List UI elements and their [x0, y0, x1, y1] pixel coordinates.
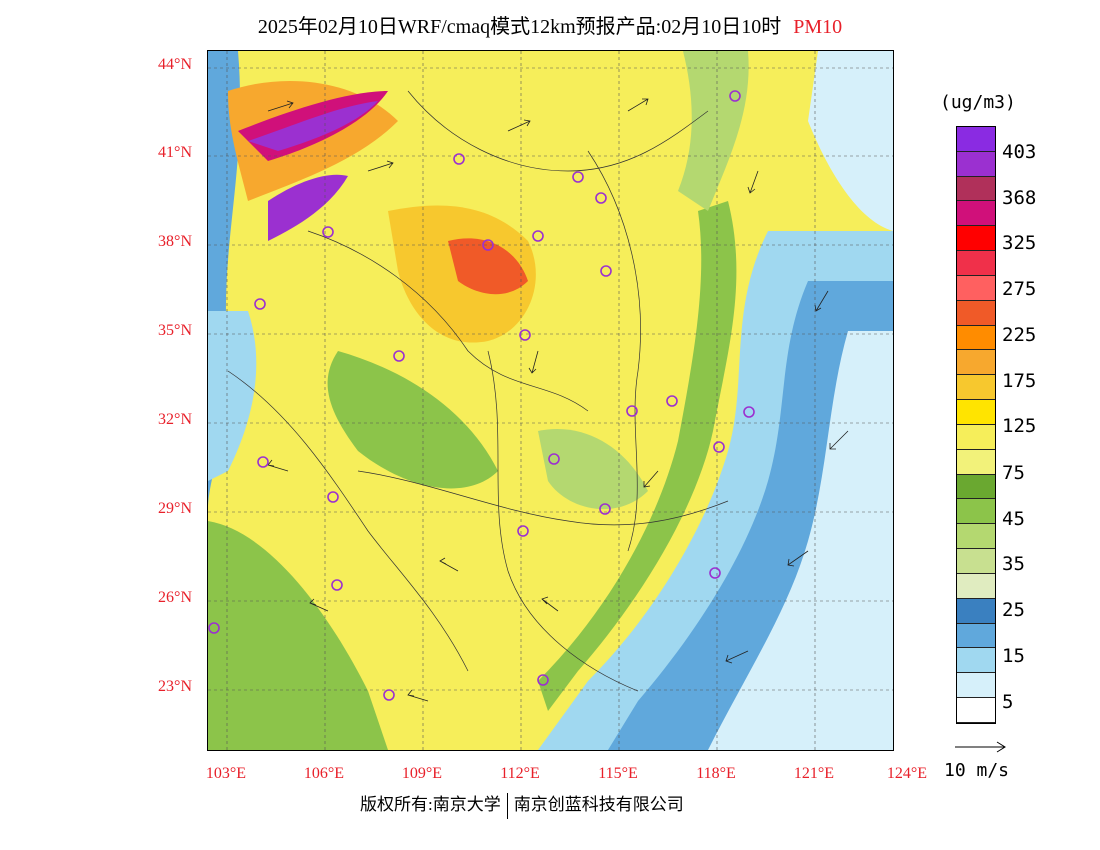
legend-tick-5: 5 [1002, 691, 1014, 713]
central-green [327, 351, 498, 489]
legend-swatch [957, 176, 995, 202]
lat-label-44: 44°N [158, 56, 192, 73]
lat-label-29: 29°N [158, 500, 192, 517]
lat-label-38: 38°N [158, 233, 192, 250]
lat-label-23: 23°N [158, 678, 192, 695]
title-variable: PM10 [793, 16, 843, 38]
legend-swatch [957, 350, 995, 376]
legend-swatch [957, 201, 995, 227]
grid-lines [208, 51, 893, 750]
wind-vectors [267, 98, 849, 702]
legend-tick-225: 225 [1002, 324, 1037, 346]
lon-label-109: 109°E [401, 765, 443, 782]
legend-tick-368: 368 [1002, 187, 1037, 209]
lon-label-124: 124°E [886, 765, 928, 782]
north-plume-core [448, 238, 528, 295]
legend-swatch [957, 598, 995, 624]
legend-swatch [957, 424, 995, 450]
legend-swatch [957, 251, 995, 276]
copyright-right: 南京创蓝科技有限公司 [513, 795, 684, 814]
map-canvas [208, 51, 893, 750]
lat-label-32: 32°N [158, 411, 192, 428]
wind-scale-label: 10 m/s [944, 760, 1010, 781]
legend-swatch [957, 226, 995, 252]
lat-label-41: 41°N [158, 144, 192, 161]
legend-tick-175: 175 [1002, 370, 1037, 392]
lat-label-35: 35°N [158, 322, 192, 339]
lon-label-112: 112°E [500, 765, 540, 782]
map-title: 2025年02月10日WRF/cmaq模式12km预报产品:02月10日10时 P… [0, 10, 1100, 39]
legend-unit: (ug/m3) [940, 92, 1016, 113]
southwest-green [208, 521, 388, 750]
lon-label-115: 115°E [598, 765, 638, 782]
footer-separator [506, 793, 508, 820]
lon-label-103: 103°E [205, 765, 247, 782]
legend-tick-35: 35 [1002, 553, 1025, 575]
pm10-map [207, 50, 894, 751]
legend-swatch [957, 648, 995, 674]
legend-tick-125: 125 [1002, 415, 1037, 437]
central-green-2 [538, 429, 648, 510]
copyright-footer: 版权所有:南京大学 南京创蓝科技有限公司 [360, 790, 684, 820]
legend-swatch [957, 698, 995, 723]
legend-swatch [957, 524, 995, 550]
lon-label-106: 106°E [303, 765, 345, 782]
boundaries [227, 90, 729, 692]
legend-swatch [957, 623, 995, 649]
legend-tick-75: 75 [1002, 462, 1025, 484]
legend-swatch [957, 151, 995, 177]
legend-swatch [957, 499, 995, 525]
sea-outer [708, 331, 893, 750]
legend-swatch [957, 275, 995, 301]
legend-swatch [957, 549, 995, 574]
legend-swatch [957, 325, 995, 351]
legend-swatch [957, 127, 995, 152]
legend-tick-403: 403 [1002, 141, 1037, 163]
northwest-peak-core [248, 101, 378, 151]
copyright-left: 版权所有:南京大学 [360, 795, 501, 814]
legend-swatch [957, 449, 995, 475]
legend-tick-45: 45 [1002, 508, 1025, 530]
northeast-belt [678, 51, 749, 211]
legend-swatch [957, 300, 995, 326]
legend-swatch [957, 573, 995, 599]
coastal-belt [538, 201, 737, 711]
sea-north [808, 51, 893, 231]
west-margin-light [208, 311, 257, 481]
legend-tick-325: 325 [1002, 232, 1037, 254]
wind-scale-arrow [955, 741, 1006, 753]
west-peak [268, 174, 348, 241]
legend-tick-15: 15 [1002, 645, 1025, 667]
legend-swatch [957, 400, 995, 425]
site-markers [208, 90, 755, 701]
legend-tick-275: 275 [1002, 278, 1037, 300]
legend-swatch [957, 375, 995, 401]
lon-label-121: 121°E [793, 765, 835, 782]
legend-swatch [957, 673, 995, 699]
legend-colorbar [956, 126, 996, 724]
lon-label-118: 118°E [696, 765, 736, 782]
lat-label-26: 26°N [158, 589, 192, 606]
legend-swatch [957, 474, 995, 500]
legend-tick-25: 25 [1002, 599, 1025, 621]
title-main: 2025年02月10日WRF/cmaq模式12km预报产品:02月10日10时 [257, 16, 782, 38]
